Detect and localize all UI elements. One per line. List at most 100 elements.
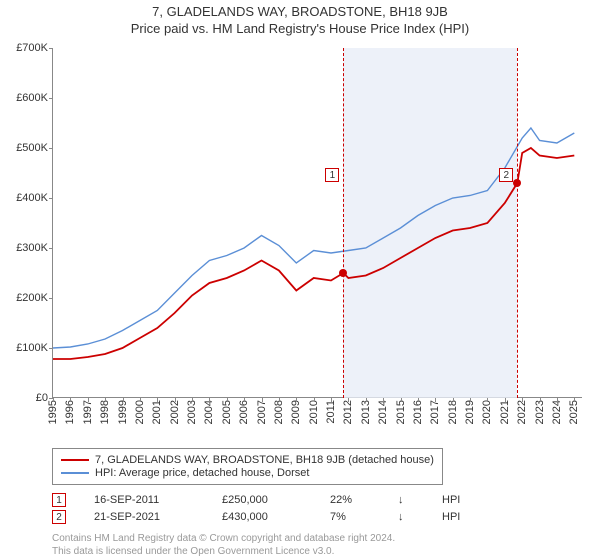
x-axis-label: 2024: [551, 400, 563, 424]
x-tick: [383, 398, 384, 402]
legend-box: 7, GLADELANDS WAY, BROADSTONE, BH18 9JB …: [52, 448, 443, 485]
x-tick: [522, 398, 523, 402]
y-axis-label: £300K: [4, 242, 48, 254]
legend-swatch: [61, 459, 89, 461]
x-axis-label: 1998: [99, 400, 111, 424]
sales-table: 1 16-SEP-2011 £250,000 22% ↓ HPI 2 21-SEP-2021 £…: [52, 493, 582, 524]
sale-marker-box: 1: [325, 168, 339, 182]
x-axis-label: 2001: [151, 400, 163, 424]
x-tick: [70, 398, 71, 402]
sale-pct: 7%: [330, 511, 370, 523]
x-tick: [331, 398, 332, 402]
x-tick: [401, 398, 402, 402]
x-axis-label: 2006: [238, 400, 250, 424]
x-axis-label: 1997: [82, 400, 94, 424]
x-tick: [453, 398, 454, 402]
x-axis-label: 2008: [273, 400, 285, 424]
x-tick: [574, 398, 575, 402]
sale-point: [339, 269, 347, 277]
sale-vline: [343, 48, 344, 398]
y-axis-label: £700K: [4, 42, 48, 54]
series-hpi: [53, 128, 574, 348]
x-axis-label: 2005: [221, 400, 233, 424]
y-axis-label: £400K: [4, 192, 48, 204]
x-axis-label: 2004: [203, 400, 215, 424]
x-axis-label: 2003: [186, 400, 198, 424]
x-tick: [262, 398, 263, 402]
x-axis-label: 2013: [360, 400, 372, 424]
y-tick: [49, 148, 53, 149]
down-arrow-icon: ↓: [398, 511, 414, 523]
sale-marker-box: 2: [499, 168, 513, 182]
x-axis-label: 2019: [464, 400, 476, 424]
x-tick: [470, 398, 471, 402]
x-tick: [88, 398, 89, 402]
y-tick: [49, 98, 53, 99]
x-axis-label: 2021: [499, 400, 511, 424]
x-axis-label: 2023: [534, 400, 546, 424]
x-axis-label: 2016: [412, 400, 424, 424]
y-axis-label: £100K: [4, 342, 48, 354]
y-tick: [49, 248, 53, 249]
x-tick: [157, 398, 158, 402]
x-tick: [557, 398, 558, 402]
sale-vline: [517, 48, 518, 398]
sale-date: 16-SEP-2011: [94, 494, 194, 506]
x-axis-label: 2022: [516, 400, 528, 424]
title-block: 7, GLADELANDS WAY, BROADSTONE, BH18 9JB …: [0, 0, 600, 36]
x-tick: [435, 398, 436, 402]
y-axis-label: £600K: [4, 92, 48, 104]
x-tick: [227, 398, 228, 402]
sale-pct: 22%: [330, 494, 370, 506]
chart-area: £0£100K£200K£300K£400K£500K£600K£700K199…: [52, 48, 582, 418]
x-axis-label: 2011: [325, 400, 337, 424]
y-axis-label: £500K: [4, 142, 48, 154]
sale-point: [513, 179, 521, 187]
legend-label: 7, GLADELANDS WAY, BROADSTONE, BH18 9JB …: [95, 454, 434, 466]
x-tick: [314, 398, 315, 402]
sale-vs: HPI: [442, 494, 460, 506]
x-axis-label: 1996: [64, 400, 76, 424]
legend-label: HPI: Average price, detached house, Dors…: [95, 467, 309, 479]
x-axis-label: 2020: [481, 400, 493, 424]
sale-price: £250,000: [222, 494, 302, 506]
x-tick: [418, 398, 419, 402]
x-tick: [209, 398, 210, 402]
plot-region: £0£100K£200K£300K£400K£500K£600K£700K199…: [52, 48, 582, 398]
x-tick: [279, 398, 280, 402]
x-axis-label: 2000: [134, 400, 146, 424]
sale-date: 21-SEP-2021: [94, 511, 194, 523]
sale-price: £430,000: [222, 511, 302, 523]
x-tick: [123, 398, 124, 402]
x-tick: [140, 398, 141, 402]
x-axis-label: 2018: [447, 400, 459, 424]
y-tick: [49, 348, 53, 349]
x-tick: [192, 398, 193, 402]
x-tick: [296, 398, 297, 402]
y-tick: [49, 198, 53, 199]
x-tick: [348, 398, 349, 402]
x-axis-label: 2015: [395, 400, 407, 424]
title-subtitle: Price paid vs. HM Land Registry's House …: [0, 21, 600, 36]
title-address: 7, GLADELANDS WAY, BROADSTONE, BH18 9JB: [0, 4, 600, 19]
x-tick: [244, 398, 245, 402]
sale-row: 1 16-SEP-2011 £250,000 22% ↓ HPI: [52, 493, 582, 507]
x-tick: [540, 398, 541, 402]
down-arrow-icon: ↓: [398, 494, 414, 506]
y-tick: [49, 298, 53, 299]
footer-line1: Contains HM Land Registry data © Crown c…: [52, 532, 395, 545]
sale-row-marker: 2: [52, 510, 66, 524]
x-tick: [175, 398, 176, 402]
y-axis-label: £200K: [4, 292, 48, 304]
x-axis-label: 1995: [47, 400, 59, 424]
legend-area: 7, GLADELANDS WAY, BROADSTONE, BH18 9JB …: [52, 448, 582, 527]
legend-swatch: [61, 472, 89, 474]
sale-row: 221-SEP-2021£430,0007%↓HPI: [52, 510, 582, 524]
y-axis-label: £0: [4, 392, 48, 404]
sale-row-marker: 1: [52, 493, 66, 507]
footer-line2: This data is licensed under the Open Gov…: [52, 545, 395, 558]
chart-container: 7, GLADELANDS WAY, BROADSTONE, BH18 9JB …: [0, 0, 600, 560]
x-axis-label: 2012: [342, 400, 354, 424]
x-axis-label: 2010: [308, 400, 320, 424]
x-tick: [53, 398, 54, 402]
